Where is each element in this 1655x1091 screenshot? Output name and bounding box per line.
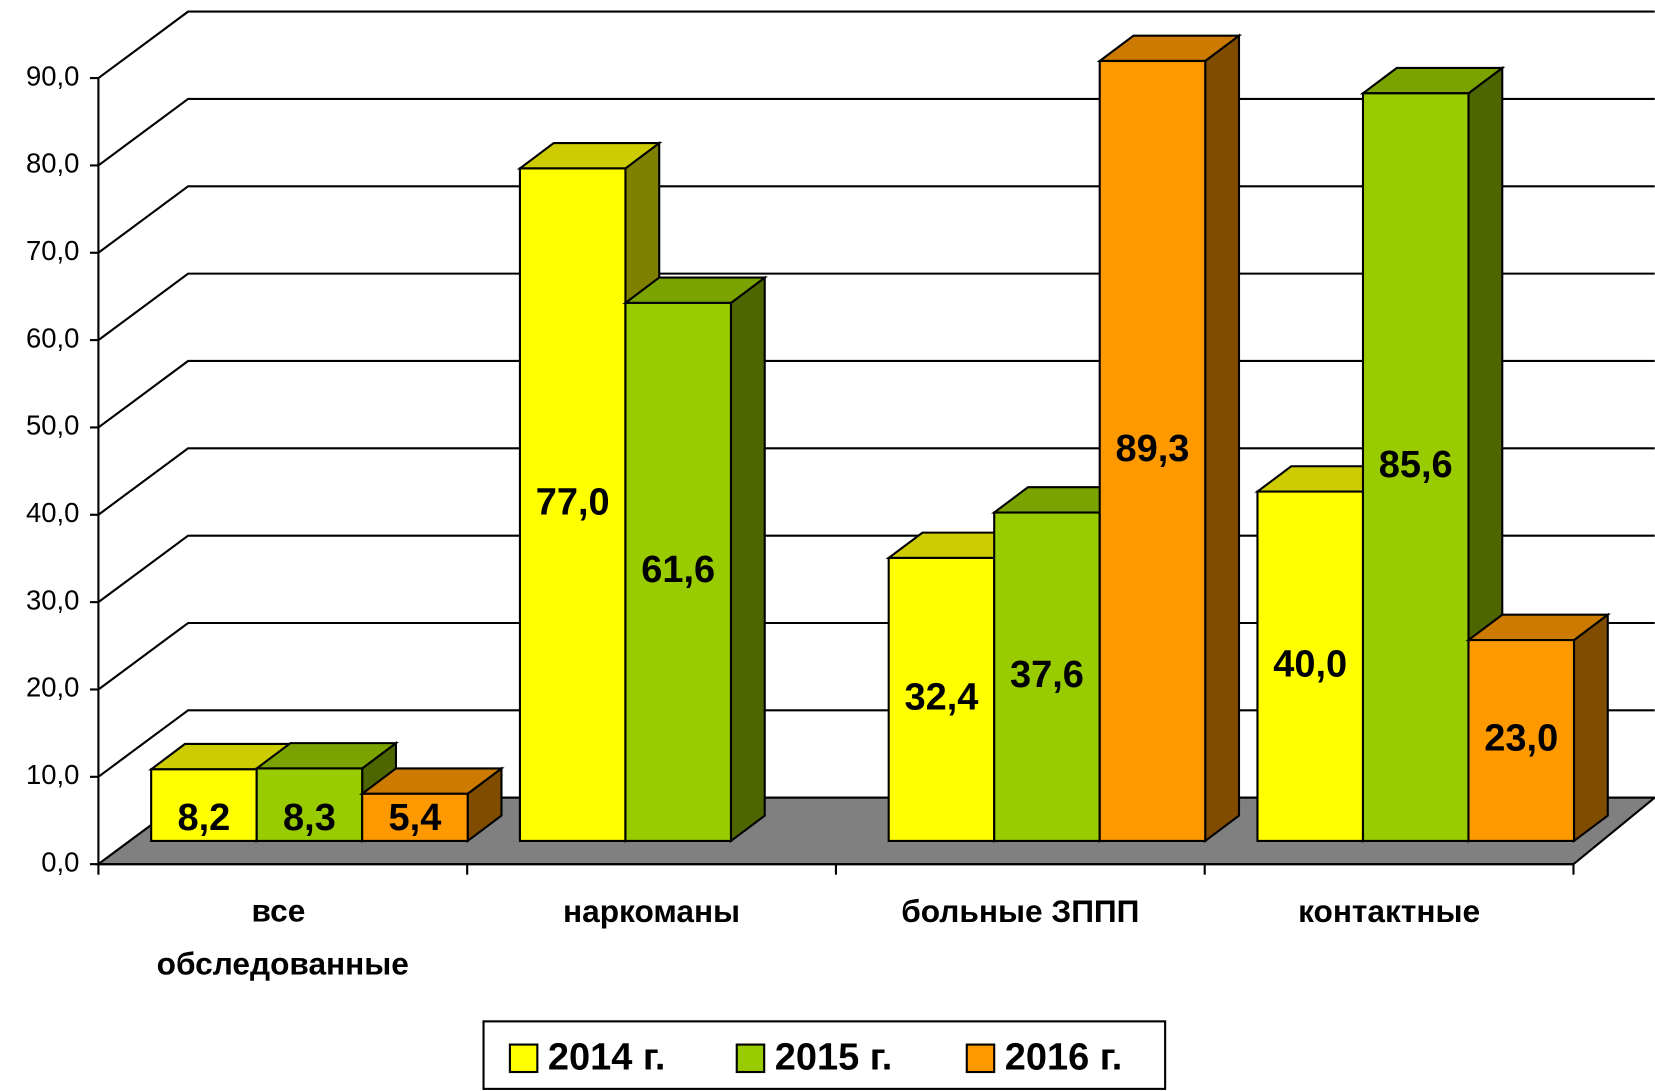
legend-box xyxy=(482,1020,1167,1090)
value-label: 89,3 xyxy=(1116,428,1190,470)
bar-front xyxy=(255,767,364,842)
bar-front xyxy=(361,792,469,842)
bar-front xyxy=(887,556,996,842)
value-label: 37,6 xyxy=(1010,654,1084,696)
x-tick-label: больные ЗППП xyxy=(901,893,1139,929)
value-label: 5,4 xyxy=(389,797,442,839)
bar-front xyxy=(150,768,258,842)
y-tick-label: 40,0 xyxy=(26,497,79,528)
bar-side xyxy=(1572,612,1609,844)
x-tick-label: контактные xyxy=(1298,893,1480,929)
x-tick-label: все обследованные xyxy=(157,893,409,982)
bar xyxy=(1096,33,1243,844)
value-label: 40,0 xyxy=(1273,643,1347,685)
y-tick-label: 50,0 xyxy=(26,410,79,441)
value-label: 23,0 xyxy=(1484,718,1558,760)
x-tick-label: наркоманы xyxy=(563,893,740,929)
bar-front xyxy=(518,167,627,842)
bar-front xyxy=(1256,490,1365,842)
bar-front xyxy=(1467,638,1576,842)
legend-swatch xyxy=(508,1043,539,1074)
y-tick-label: 20,0 xyxy=(26,672,79,703)
bar-front xyxy=(1361,92,1470,842)
value-label: 77,0 xyxy=(536,482,610,524)
bar-front xyxy=(624,301,733,842)
y-tick-label: 30,0 xyxy=(26,584,79,615)
y-tick-label: 70,0 xyxy=(26,235,79,266)
grid-line xyxy=(97,10,1655,79)
bar-side xyxy=(1204,33,1241,844)
legend-label: 2014 г. xyxy=(548,1036,666,1078)
legend-swatch xyxy=(735,1043,766,1074)
y-tick-label: 60,0 xyxy=(26,322,79,353)
legend-swatch xyxy=(965,1043,996,1074)
bar-front xyxy=(993,511,1101,842)
y-tick-label: 90,0 xyxy=(26,60,79,91)
legend: 2014 г. 2015 г. 2016 г. xyxy=(482,1020,1167,1090)
bar-front xyxy=(1098,59,1207,842)
value-label: 32,4 xyxy=(905,676,979,718)
bar xyxy=(1465,612,1611,844)
y-tick-label: 10,0 xyxy=(26,759,79,790)
y-tick-label: 80,0 xyxy=(26,148,79,179)
legend-label: 2015 г. xyxy=(775,1036,893,1078)
y-tick-label: 0,0 xyxy=(41,846,79,877)
value-label: 8,2 xyxy=(178,797,231,839)
value-label: 61,6 xyxy=(641,549,715,591)
bar xyxy=(359,766,505,844)
value-label: 8,3 xyxy=(283,797,336,839)
legend-label: 2016 г. xyxy=(1005,1036,1123,1078)
value-label: 85,6 xyxy=(1379,444,1453,486)
bar-side xyxy=(729,275,766,844)
bar xyxy=(622,275,768,844)
